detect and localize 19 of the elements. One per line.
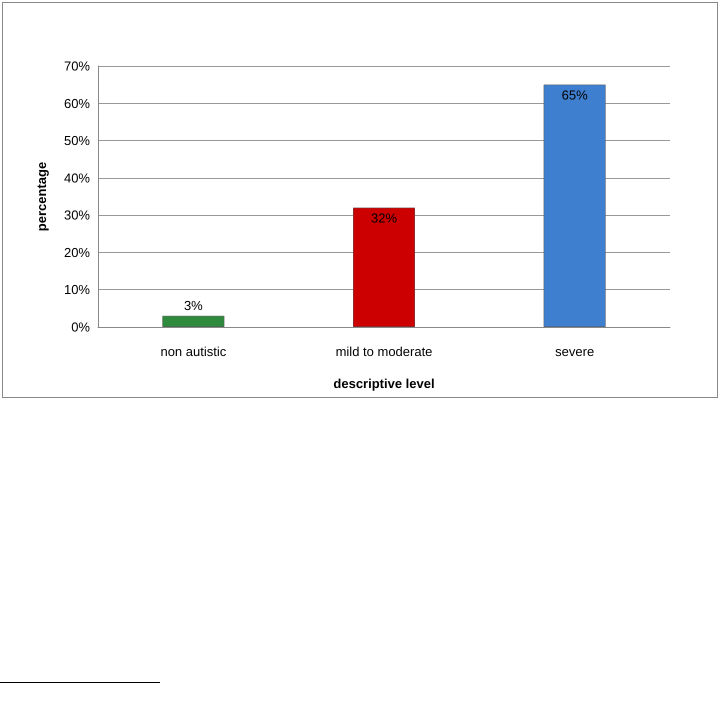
- y-tick-label: 20%: [64, 244, 90, 260]
- y-tick-label: 40%: [64, 170, 90, 186]
- x-tick-label: non autistic: [160, 344, 227, 359]
- y-tick-label: 50%: [64, 133, 90, 148]
- x-tick-label: mild to moderate: [336, 344, 432, 359]
- y-tick-label: 10%: [64, 282, 90, 298]
- y-axis-title: percentage: [34, 162, 49, 232]
- x-axis-title: descriptive level: [333, 376, 435, 391]
- y-tick-label: 70%: [64, 58, 90, 74]
- data-label: 3%: [184, 298, 204, 313]
- bar: [544, 84, 606, 327]
- data-label: 32%: [370, 210, 398, 226]
- bar: [353, 208, 415, 327]
- data-label: 65%: [562, 88, 588, 103]
- y-tick-label: 60%: [64, 96, 90, 111]
- bar: [162, 316, 224, 327]
- y-tick-label: 0%: [71, 320, 90, 334]
- x-tick-label: severe: [555, 344, 594, 359]
- y-tick-label: 30%: [64, 208, 90, 223]
